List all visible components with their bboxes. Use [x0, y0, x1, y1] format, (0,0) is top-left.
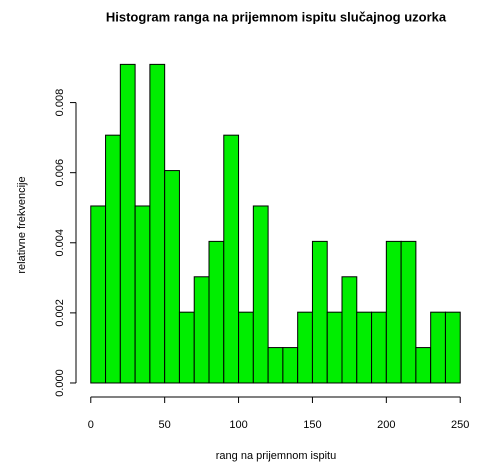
- y-axis-label: relativne frekvencije: [16, 176, 28, 273]
- bar: [90, 205, 107, 384]
- bar: [326, 311, 343, 384]
- bar: [223, 134, 240, 384]
- y-tick-label: 0.002: [54, 299, 66, 327]
- y-tick-label: 0.000: [54, 369, 66, 397]
- bar: [297, 311, 313, 384]
- bar: [356, 311, 373, 384]
- x-tick-label: 200: [377, 419, 395, 431]
- bar: [252, 205, 269, 384]
- bar: [105, 134, 121, 384]
- y-tick-label: 0.004: [54, 229, 66, 257]
- x-tick-label: 0: [88, 419, 94, 431]
- bar: [238, 311, 254, 384]
- bar: [149, 63, 166, 384]
- y-tick-label: 0.006: [54, 159, 66, 187]
- bar: [208, 240, 225, 384]
- bar: [400, 240, 417, 384]
- bar: [164, 170, 180, 384]
- bar: [430, 311, 446, 384]
- bar: [371, 311, 387, 384]
- x-axis-label: rang na prijemnom ispitu: [216, 450, 336, 462]
- bar: [178, 311, 195, 384]
- bar: [119, 63, 136, 384]
- bar: [193, 276, 210, 384]
- x-tick-label: 150: [303, 419, 321, 431]
- bar: [415, 347, 432, 384]
- bar: [134, 205, 151, 384]
- bar: [311, 240, 328, 384]
- bar: [444, 311, 461, 384]
- bar: [282, 347, 299, 384]
- y-tick-label: 0.008: [54, 89, 66, 117]
- bar: [385, 240, 402, 384]
- bar: [341, 276, 358, 384]
- chart-title: Histogram ranga na prijemnom ispitu sluč…: [106, 9, 447, 24]
- x-tick-label: 250: [451, 419, 469, 431]
- x-tick-label: 100: [229, 419, 247, 431]
- bar: [267, 347, 284, 384]
- x-tick-label: 50: [159, 419, 171, 431]
